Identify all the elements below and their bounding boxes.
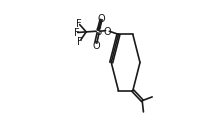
Text: F: F [77, 37, 83, 47]
Text: S: S [95, 27, 101, 37]
Text: O: O [92, 41, 100, 51]
Text: O: O [104, 27, 111, 37]
Text: F: F [76, 19, 81, 29]
Text: F: F [74, 28, 79, 38]
Text: O: O [97, 14, 105, 24]
